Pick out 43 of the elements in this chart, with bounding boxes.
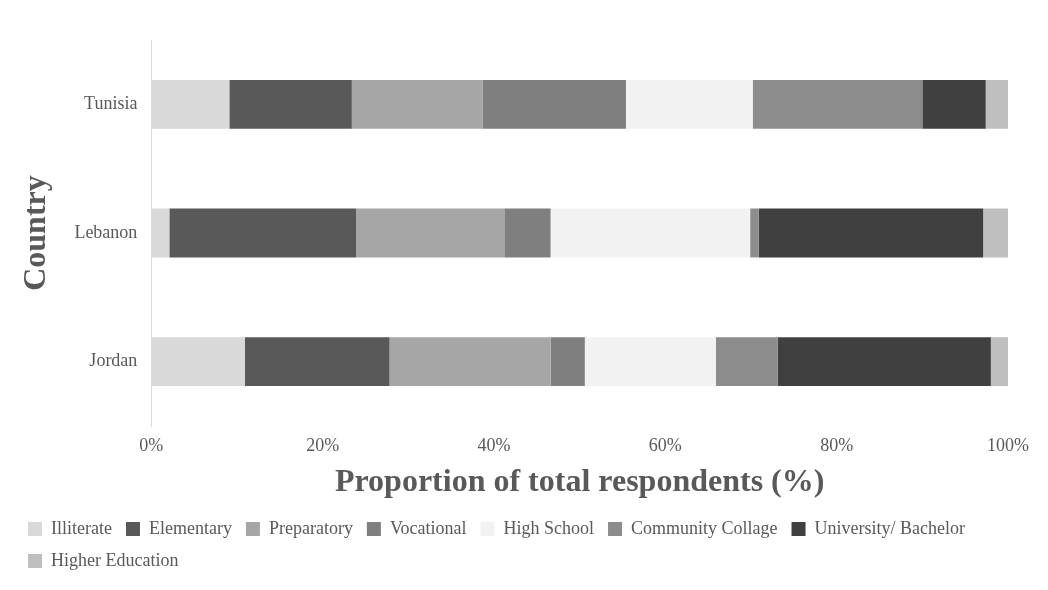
bar (151, 79, 230, 129)
bar (151, 337, 245, 387)
bar (922, 79, 986, 129)
x-tick-label: 60% (648, 434, 682, 455)
bar (244, 337, 390, 387)
legend-label: Elementary (148, 517, 232, 538)
bar (983, 208, 1008, 258)
y-tick-label: Lebanon (74, 221, 138, 242)
bar (777, 337, 991, 387)
y-tick-label: Tunisia (84, 93, 138, 114)
bar (229, 79, 352, 129)
bar (151, 208, 170, 258)
legend-label: Vocational (389, 517, 467, 538)
legend-label: Preparatory (268, 517, 353, 538)
legend-label: University/ Bachelor (814, 517, 965, 538)
bar (625, 79, 753, 129)
bar (550, 208, 751, 258)
legend-label: Community Collage (631, 517, 778, 538)
bar (389, 337, 551, 387)
bar (750, 208, 759, 258)
bar (482, 79, 626, 129)
bar (169, 208, 357, 258)
x-tick-label: 0% (139, 434, 164, 455)
y-tick-label: Jordan (89, 350, 138, 371)
bar (584, 337, 716, 387)
bar (758, 208, 984, 258)
bar (752, 79, 923, 129)
bar (990, 337, 1008, 387)
bar (356, 208, 505, 258)
legend-label: Higher Education (51, 549, 179, 570)
y-axis-title: Country (16, 175, 53, 291)
x-axis-title: Proportion of total respondents (%) (334, 462, 825, 499)
x-tick-label: 40% (477, 434, 511, 455)
x-tick-label: 100% (987, 434, 1029, 455)
bar (351, 79, 483, 129)
bar (715, 337, 778, 387)
x-tick-label: 80% (820, 434, 854, 455)
legend-label: Illiterate (51, 517, 112, 538)
x-tick-label: 20% (306, 434, 340, 455)
bar (504, 208, 551, 258)
bar (985, 79, 1008, 129)
legend-label: High School (503, 517, 595, 538)
bar (550, 337, 585, 387)
